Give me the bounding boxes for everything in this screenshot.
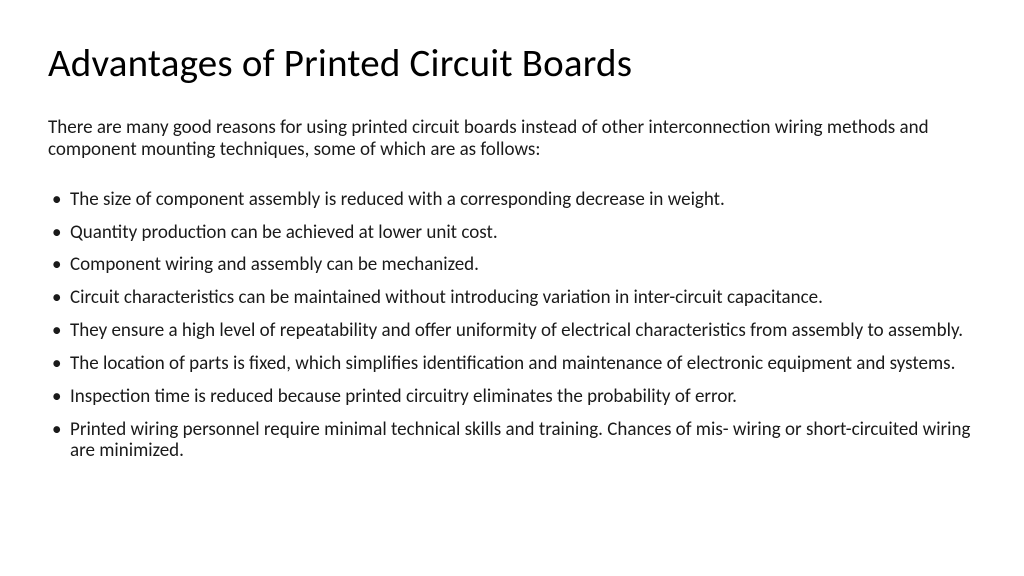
- slide-title: Advantages of Printed Circuit Boards: [48, 40, 976, 87]
- list-item: Inspection time is reduced because print…: [48, 386, 976, 408]
- list-item: Circuit characteristics can be maintaine…: [48, 287, 976, 309]
- list-item: The size of component assembly is reduce…: [48, 189, 976, 211]
- bullet-list: The size of component assembly is reduce…: [48, 189, 976, 463]
- list-item: They ensure a high level of repeatabilit…: [48, 320, 976, 342]
- list-item: Quantity production can be achieved at l…: [48, 222, 976, 244]
- list-item: The location of parts is fixed, which si…: [48, 353, 976, 375]
- slide-container: Advantages of Printed Circuit Boards The…: [0, 0, 1024, 576]
- list-item: Component wiring and assembly can be mec…: [48, 254, 976, 276]
- list-item: Printed wiring personnel require minimal…: [48, 419, 976, 463]
- intro-paragraph: There are many good reasons for using pr…: [48, 117, 968, 161]
